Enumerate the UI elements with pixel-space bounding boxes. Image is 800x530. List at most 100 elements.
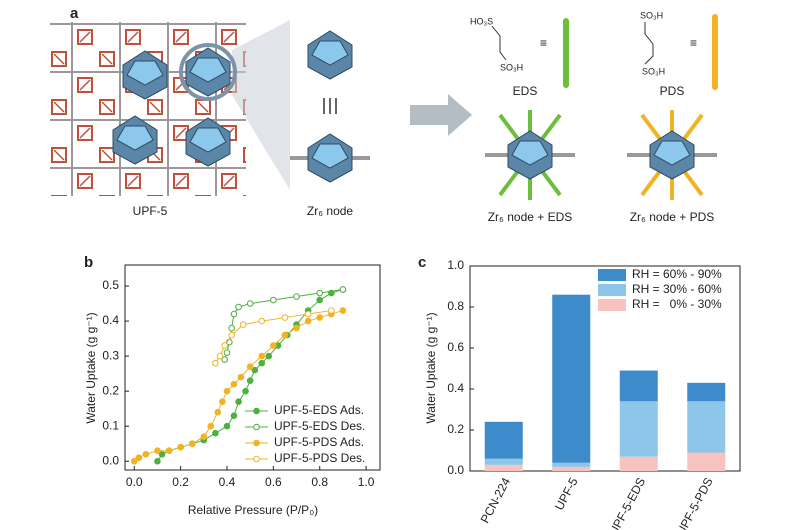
data-point [230, 412, 238, 419]
data-point [219, 398, 226, 405]
data-point [258, 352, 266, 360]
bar-segment [484, 464, 523, 471]
data-point [258, 359, 266, 367]
data-point [212, 429, 219, 437]
data-point [246, 377, 254, 384]
pds-stick [712, 14, 718, 90]
y-axis-title: Water Uptake (g g⁻¹) [84, 312, 98, 423]
zoom-wedge [232, 20, 290, 190]
bar-segment [687, 401, 726, 453]
x-tick-label: 1.0 [358, 475, 375, 489]
y-tick-label: 1.0 [447, 258, 464, 272]
y-tick-label: 0.6 [447, 340, 464, 354]
legend-label: RH = 60% - 90% [632, 267, 722, 281]
data-point [246, 363, 254, 370]
formula: SO₃H [642, 66, 665, 76]
y-tick-label: 0.0 [102, 453, 119, 467]
panel-label: c [418, 254, 426, 271]
data-point [188, 440, 196, 448]
x-tick-label: 0.2 [172, 475, 189, 489]
data-point [281, 331, 289, 339]
label: Zr₆ node [307, 204, 354, 218]
label: Zr₆ node + EDS [488, 210, 573, 224]
legend-swatch [598, 299, 626, 311]
data-point [246, 300, 254, 307]
data-point [265, 352, 273, 360]
label: PDS [660, 84, 685, 98]
formula: HO₃S [470, 16, 493, 26]
arrow [410, 94, 472, 136]
data-point [158, 450, 166, 458]
bar-segment [484, 458, 523, 465]
node-icon [649, 130, 695, 180]
eds-stick [563, 18, 569, 88]
x-tick-label: 0.0 [126, 475, 143, 489]
data-point [239, 321, 247, 328]
data-point [207, 422, 215, 430]
data-point [200, 433, 208, 441]
data-point [281, 314, 289, 321]
y-tick-label: 0.5 [102, 278, 119, 292]
data-point [212, 359, 219, 367]
data-point [216, 352, 224, 360]
legend-marker [253, 439, 260, 447]
bar-segment [687, 382, 726, 402]
x-tick-label: 0.8 [311, 475, 328, 489]
x-tick-label: PCN-224 [478, 475, 514, 525]
legend-label: RH = 0% - 30% [632, 297, 722, 311]
data-point [177, 443, 184, 451]
molecule [491, 25, 507, 61]
data-point [223, 422, 231, 430]
legend-swatch [598, 269, 626, 281]
y-tick-label: 0.2 [447, 422, 464, 436]
data-point [293, 324, 300, 332]
bar-segment [552, 466, 591, 471]
bar-segment [552, 462, 591, 467]
data-point [221, 356, 228, 363]
data-point [230, 310, 238, 318]
data-point [235, 398, 242, 405]
node-icon [307, 30, 353, 80]
data-point [328, 307, 335, 314]
label: UPF-5 [133, 204, 168, 218]
data-point [154, 457, 161, 465]
data-point [316, 296, 324, 304]
data-point [304, 310, 312, 318]
equiv: ≡ [540, 36, 547, 50]
panel-label: a [70, 5, 79, 22]
node-icon [507, 130, 553, 180]
data-point [251, 366, 259, 374]
data-point [228, 324, 235, 332]
y-tick-label: 0.3 [102, 348, 119, 362]
x-tick-label: UPF-5-EDS [606, 475, 648, 530]
x-tick-label: UPF-5-PDS [674, 475, 716, 530]
legend-marker [253, 423, 260, 431]
node-icon [307, 133, 353, 183]
data-point [293, 293, 300, 300]
zoom-circle [179, 43, 237, 101]
legend-label: UPF-5-EDS Ads. [274, 403, 364, 417]
data-point [221, 342, 228, 349]
panel-label: b [84, 254, 93, 271]
data-point [270, 342, 277, 349]
bar-segment [619, 370, 658, 402]
data-point [316, 314, 324, 321]
data-point [339, 307, 347, 314]
data-point [165, 447, 173, 455]
y-axis-title: Water Uptake (g g⁻¹) [424, 312, 438, 423]
y-tick-label: 0.4 [447, 381, 464, 395]
bar-segment [687, 452, 726, 471]
bar-segment [484, 421, 523, 459]
data-point [214, 408, 222, 416]
plot-frame [124, 264, 381, 471]
data-point [228, 331, 235, 339]
legend-marker [253, 407, 260, 415]
data-point [235, 303, 242, 311]
legend-label: RH = 30% - 60% [632, 282, 722, 296]
legend-label: UPF-5-PDS Des. [274, 451, 365, 465]
bar-segment [552, 294, 591, 463]
molecule [644, 22, 654, 65]
data-point [230, 380, 238, 388]
equiv: ≡ [690, 36, 697, 50]
